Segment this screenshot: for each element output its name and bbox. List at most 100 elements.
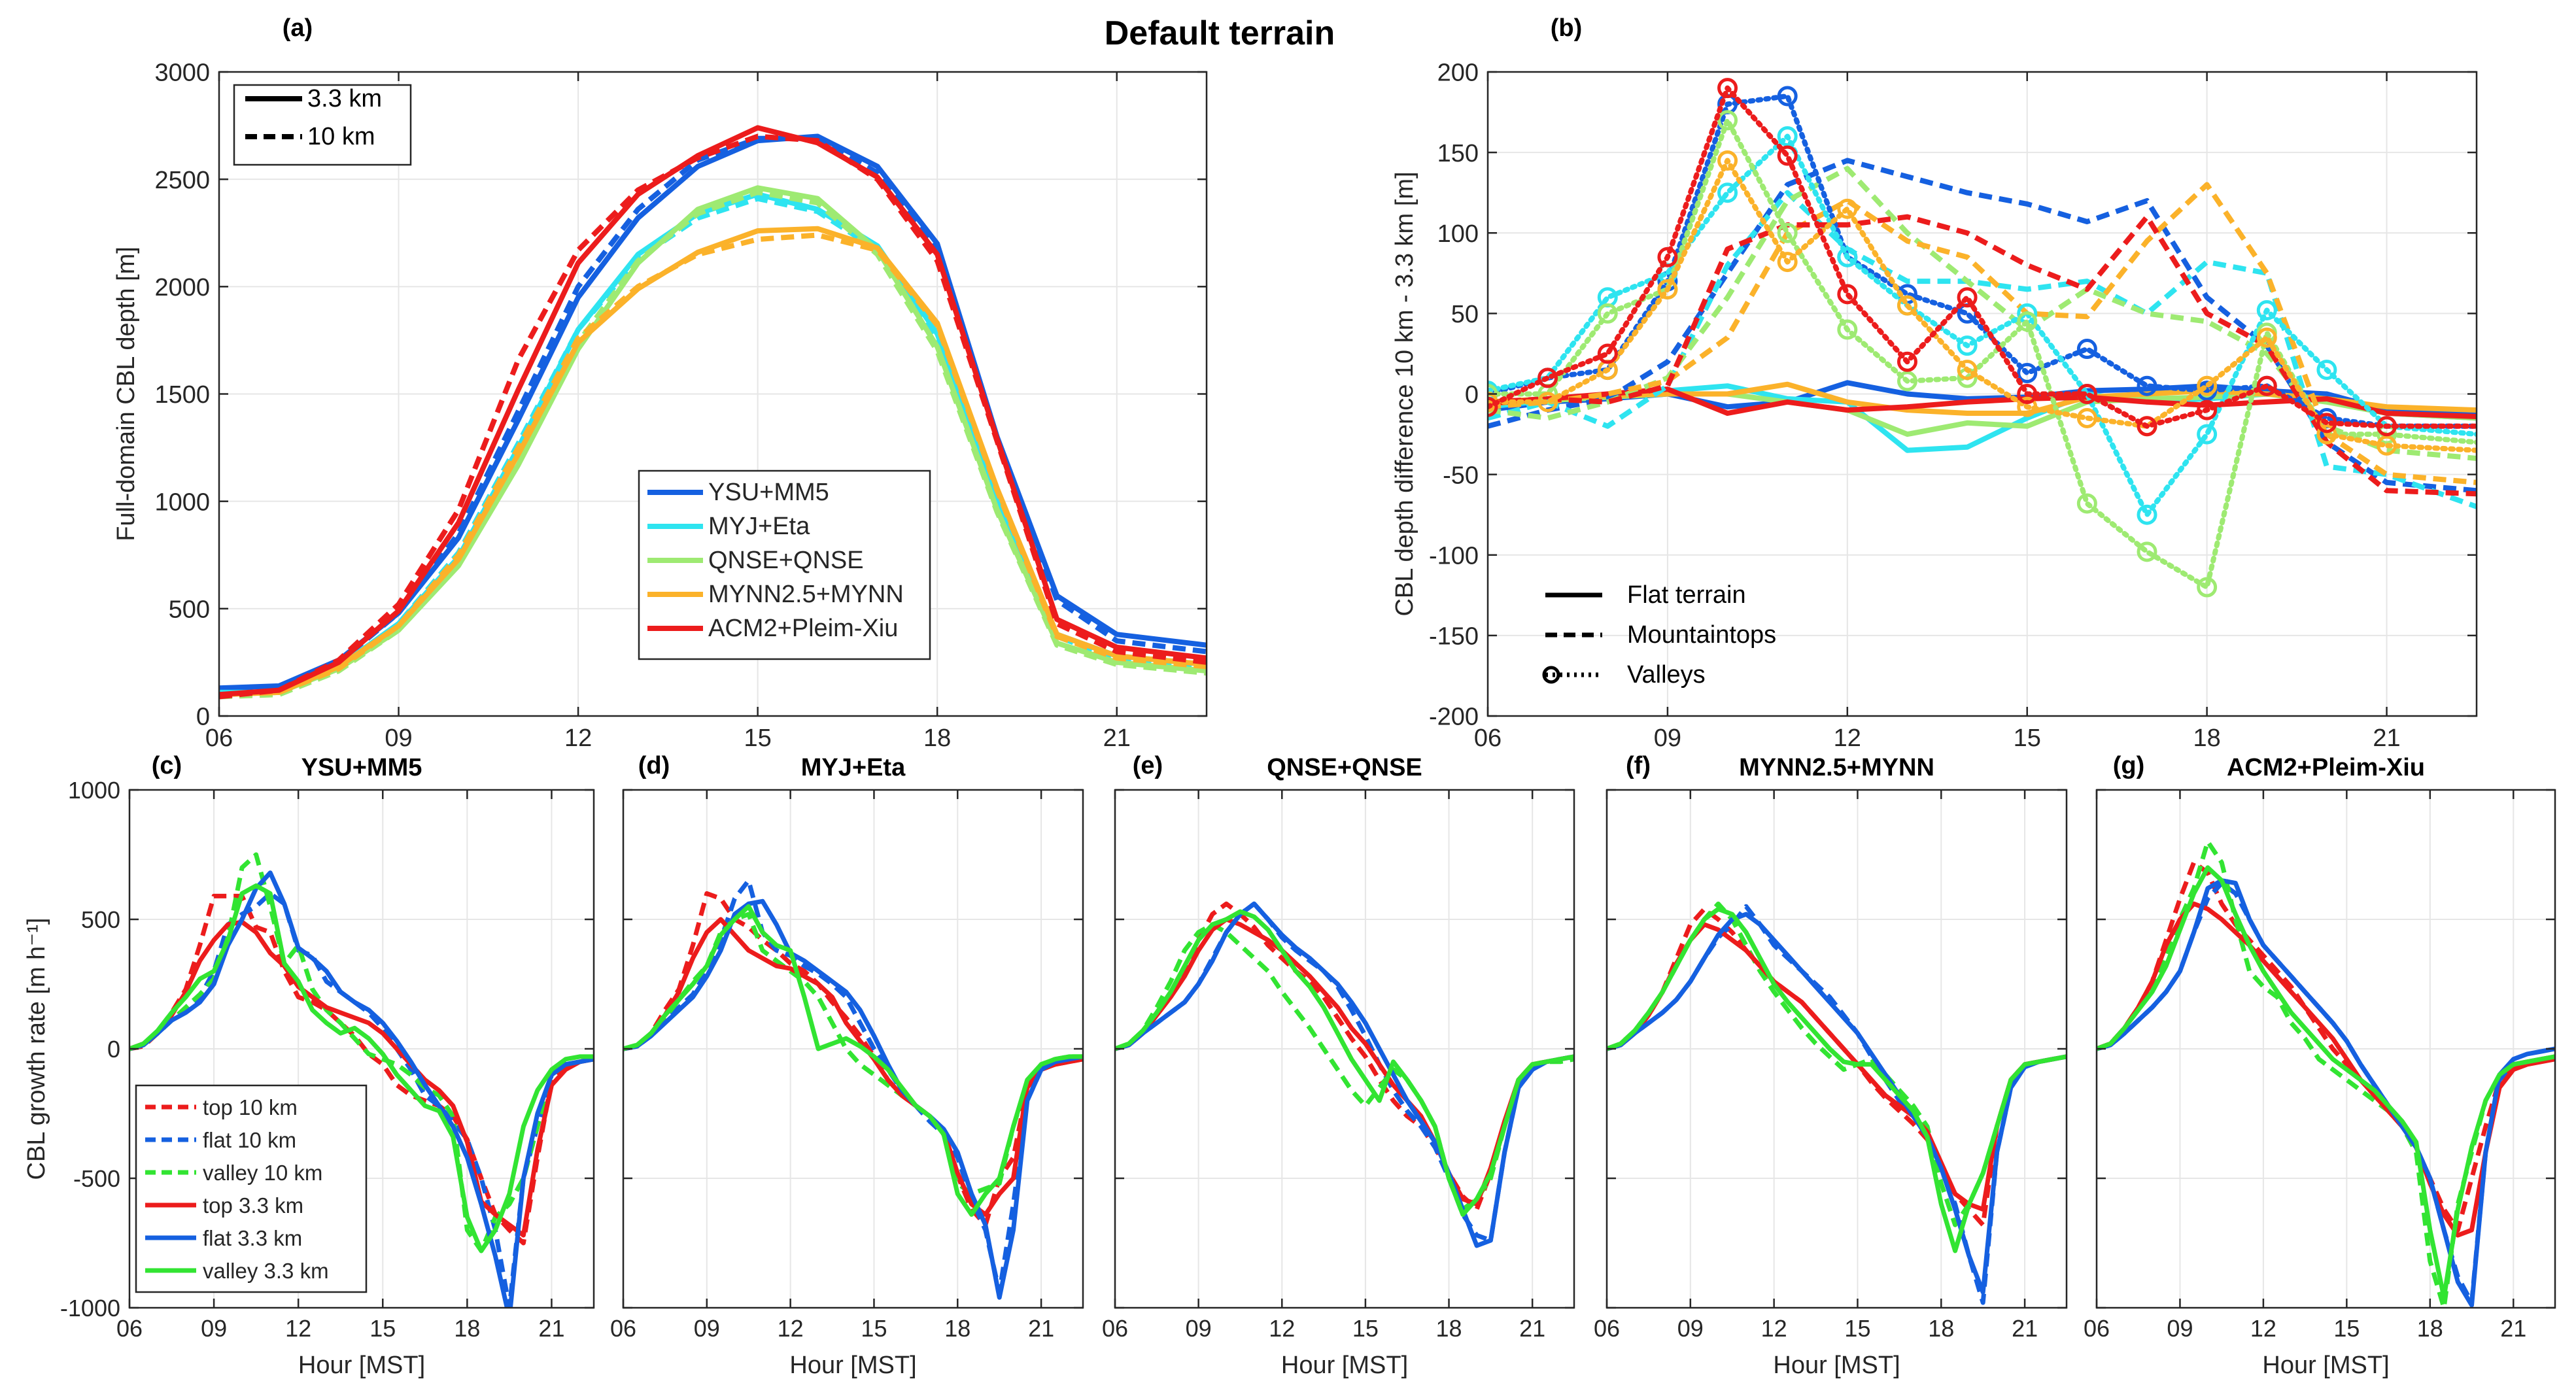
data-point bbox=[1837, 247, 1858, 267]
x-tick-label: 18 bbox=[923, 725, 951, 752]
panel-g: 06 09 12 15 18 21 (g) ACM2+Pleim-Xiu Hour [MST] bbox=[2084, 752, 2556, 1379]
legend-box bbox=[135, 1084, 368, 1293]
series-line bbox=[219, 189, 1207, 700]
series-line bbox=[2097, 878, 2555, 1308]
y-tick-label: 100 bbox=[1437, 220, 1479, 248]
legend-marker bbox=[1542, 666, 1560, 684]
data-point bbox=[1717, 182, 1738, 203]
y-tick-label: 500 bbox=[169, 596, 210, 624]
x-tick-label: 12 bbox=[1269, 1315, 1295, 1342]
x-tick-label: 18 bbox=[944, 1315, 970, 1342]
data-point bbox=[1537, 392, 1558, 413]
panel-label: (c) bbox=[152, 752, 182, 779]
series-line bbox=[623, 904, 1083, 1217]
data-point bbox=[1897, 351, 1917, 372]
series-group bbox=[1115, 901, 1574, 1248]
panel-d: 06 09 12 15 18 21 (d) MYJ+Eta Hour [MST] bbox=[610, 752, 1084, 1379]
data-point bbox=[1957, 335, 1978, 356]
series-group bbox=[623, 878, 1083, 1300]
legend-label: Flat terrain bbox=[1627, 581, 1746, 609]
series-line bbox=[1488, 133, 2477, 518]
legend-schemes: YSU+MM5 MYJ+Eta QNSE+QNSE MYNN2.5+MYNN ACM2+… bbox=[638, 469, 931, 660]
x-tick-label: 15 bbox=[861, 1315, 887, 1342]
x-tick-label: 09 bbox=[1654, 725, 1681, 752]
panel-label: (a) bbox=[283, 14, 313, 42]
data-point bbox=[2197, 375, 2218, 396]
data-point bbox=[2316, 413, 2337, 434]
legend-label: YSU+MM5 bbox=[708, 479, 829, 506]
y-tick-label: 1000 bbox=[68, 777, 120, 804]
panel-title: MYNN2.5+MYNN bbox=[1739, 754, 1934, 781]
data-point bbox=[2017, 384, 2038, 404]
x-tick-label: 09 bbox=[201, 1315, 227, 1342]
data-point bbox=[1488, 396, 1498, 417]
panel-title: QNSE+QNSE bbox=[1267, 754, 1422, 781]
y-tick-label: 0 bbox=[1465, 381, 1479, 409]
y-axis-label: Full-domain CBL depth [m] bbox=[112, 247, 140, 541]
series-line bbox=[1607, 912, 2067, 1295]
x-tick-label: 06 bbox=[2084, 1315, 2110, 1342]
x-tick-label: 06 bbox=[1594, 1315, 1620, 1342]
plots-layer: 06 09 12 15 18 21050010001500200025003000(a)F… bbox=[23, 14, 2556, 1379]
y-axis-label: CBL depth difference 10 km - 3.3 km [m] bbox=[1391, 171, 1418, 616]
data-point bbox=[1777, 86, 1798, 107]
y-tick-label: 500 bbox=[81, 906, 120, 933]
series-line bbox=[129, 893, 594, 1246]
x-tick-label: 12 bbox=[564, 725, 592, 752]
data-point bbox=[2256, 375, 2277, 396]
y-tick-label: -150 bbox=[1429, 623, 1479, 651]
data-point bbox=[2256, 327, 2277, 348]
series-line bbox=[1488, 386, 2477, 419]
x-tick-label: 15 bbox=[744, 725, 771, 752]
legend-label: 3.3 km bbox=[307, 85, 382, 112]
legend-label: 10 km bbox=[307, 123, 375, 150]
y-tick-label: 2000 bbox=[154, 274, 210, 301]
data-point bbox=[1957, 360, 1978, 381]
y-axis-label: CBL growth rate [m h⁻¹] bbox=[23, 918, 50, 1180]
data-point bbox=[2316, 360, 2337, 381]
series-group bbox=[129, 852, 594, 1308]
series-line bbox=[129, 870, 594, 1308]
x-tick-label: 06 bbox=[610, 1315, 636, 1342]
panel-title: YSU+MM5 bbox=[301, 754, 422, 781]
data-point bbox=[2197, 424, 2218, 445]
x-tick-label: 15 bbox=[1352, 1315, 1379, 1342]
y-tick-label: -200 bbox=[1429, 704, 1479, 731]
legend-label: MYJ+Eta bbox=[708, 513, 810, 540]
legend-label: top 10 km bbox=[203, 1095, 298, 1119]
x-axis-label: Hour [MST] bbox=[298, 1352, 425, 1379]
data-point bbox=[2017, 311, 2038, 332]
data-point bbox=[1957, 287, 1978, 308]
x-tick-label: 09 bbox=[1186, 1315, 1212, 1342]
data-point bbox=[2076, 384, 2097, 404]
legend-terrain: Flat terrain Mountaintops Valleys bbox=[1542, 581, 1776, 689]
x-tick-label: 21 bbox=[1028, 1315, 1054, 1342]
series-line bbox=[2097, 901, 2555, 1238]
x-tick-label: 06 bbox=[1102, 1315, 1128, 1342]
series-line bbox=[2097, 865, 2555, 1300]
x-tick-label: 12 bbox=[285, 1315, 311, 1342]
y-tick-label: 3000 bbox=[154, 60, 210, 87]
data-point bbox=[1897, 295, 1917, 316]
legend-label: valley 10 km bbox=[203, 1161, 322, 1185]
data-point bbox=[1777, 126, 1798, 146]
series-line bbox=[1488, 85, 2477, 429]
data-point bbox=[1777, 222, 1798, 243]
y-tick-label: -500 bbox=[73, 1165, 120, 1192]
series-line bbox=[219, 133, 1207, 700]
x-axis-label: Hour [MST] bbox=[789, 1352, 916, 1379]
legend-growth: top 10 km flat 10 km valley 10 km top 3.3 k… bbox=[135, 1084, 368, 1293]
x-tick-label: 18 bbox=[2417, 1315, 2443, 1342]
data-point bbox=[2017, 396, 2038, 417]
panel-e: 06 09 12 15 18 21 (e) QNSE+QNSE Hour [MST] bbox=[1102, 752, 1575, 1379]
data-point bbox=[1597, 303, 1618, 324]
y-tick-label: 1000 bbox=[154, 488, 210, 516]
data-point bbox=[2256, 299, 2277, 320]
legend-resolution: 3.3 km 10 km bbox=[233, 84, 412, 166]
x-tick-label: 15 bbox=[2014, 725, 2041, 752]
series-line bbox=[1488, 165, 2477, 461]
x-tick-label: 06 bbox=[205, 725, 233, 752]
data-point bbox=[2377, 416, 2397, 437]
y-tick-label: 0 bbox=[196, 704, 210, 731]
x-tick-label: 09 bbox=[385, 725, 412, 752]
